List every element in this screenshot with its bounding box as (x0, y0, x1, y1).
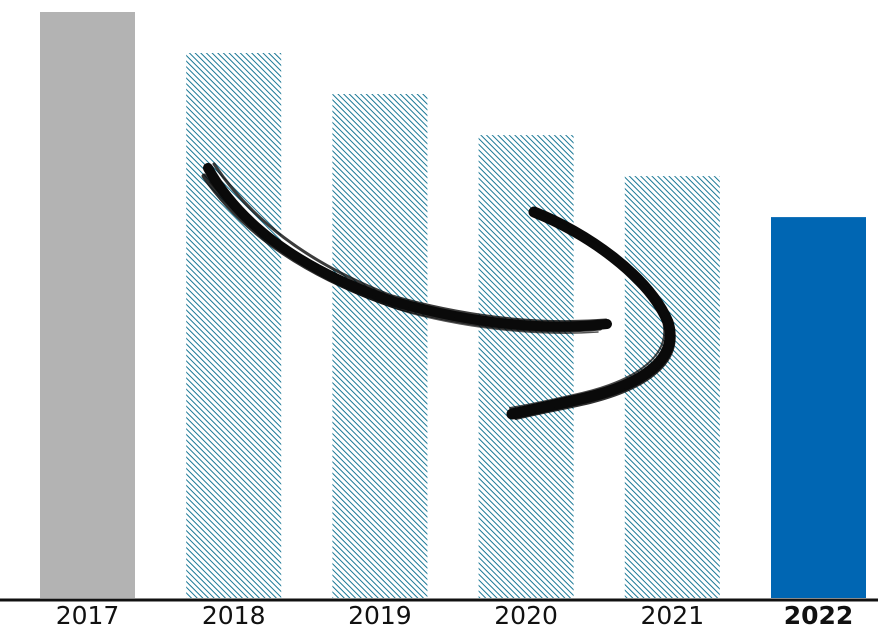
brush-arrow-icon (201, 162, 676, 420)
bar-2020 (478, 135, 574, 598)
bar-2018 (186, 53, 282, 598)
bar-2017 (40, 12, 135, 598)
tick-label-2020: 2020 (494, 601, 558, 628)
bar-2021 (624, 176, 720, 598)
tick-label-2022: 2022 (784, 601, 854, 628)
bars-group (40, 12, 866, 598)
tick-label-2019: 2019 (348, 601, 412, 628)
tick-label-2017: 2017 (56, 601, 120, 628)
tick-label-2021: 2021 (640, 601, 704, 628)
bar-2019 (332, 94, 428, 598)
x-tick-labels: 2017 2018 2019 2020 2021 2022 (56, 601, 854, 628)
bar-2022 (771, 217, 866, 598)
tick-label-2018: 2018 (202, 601, 266, 628)
